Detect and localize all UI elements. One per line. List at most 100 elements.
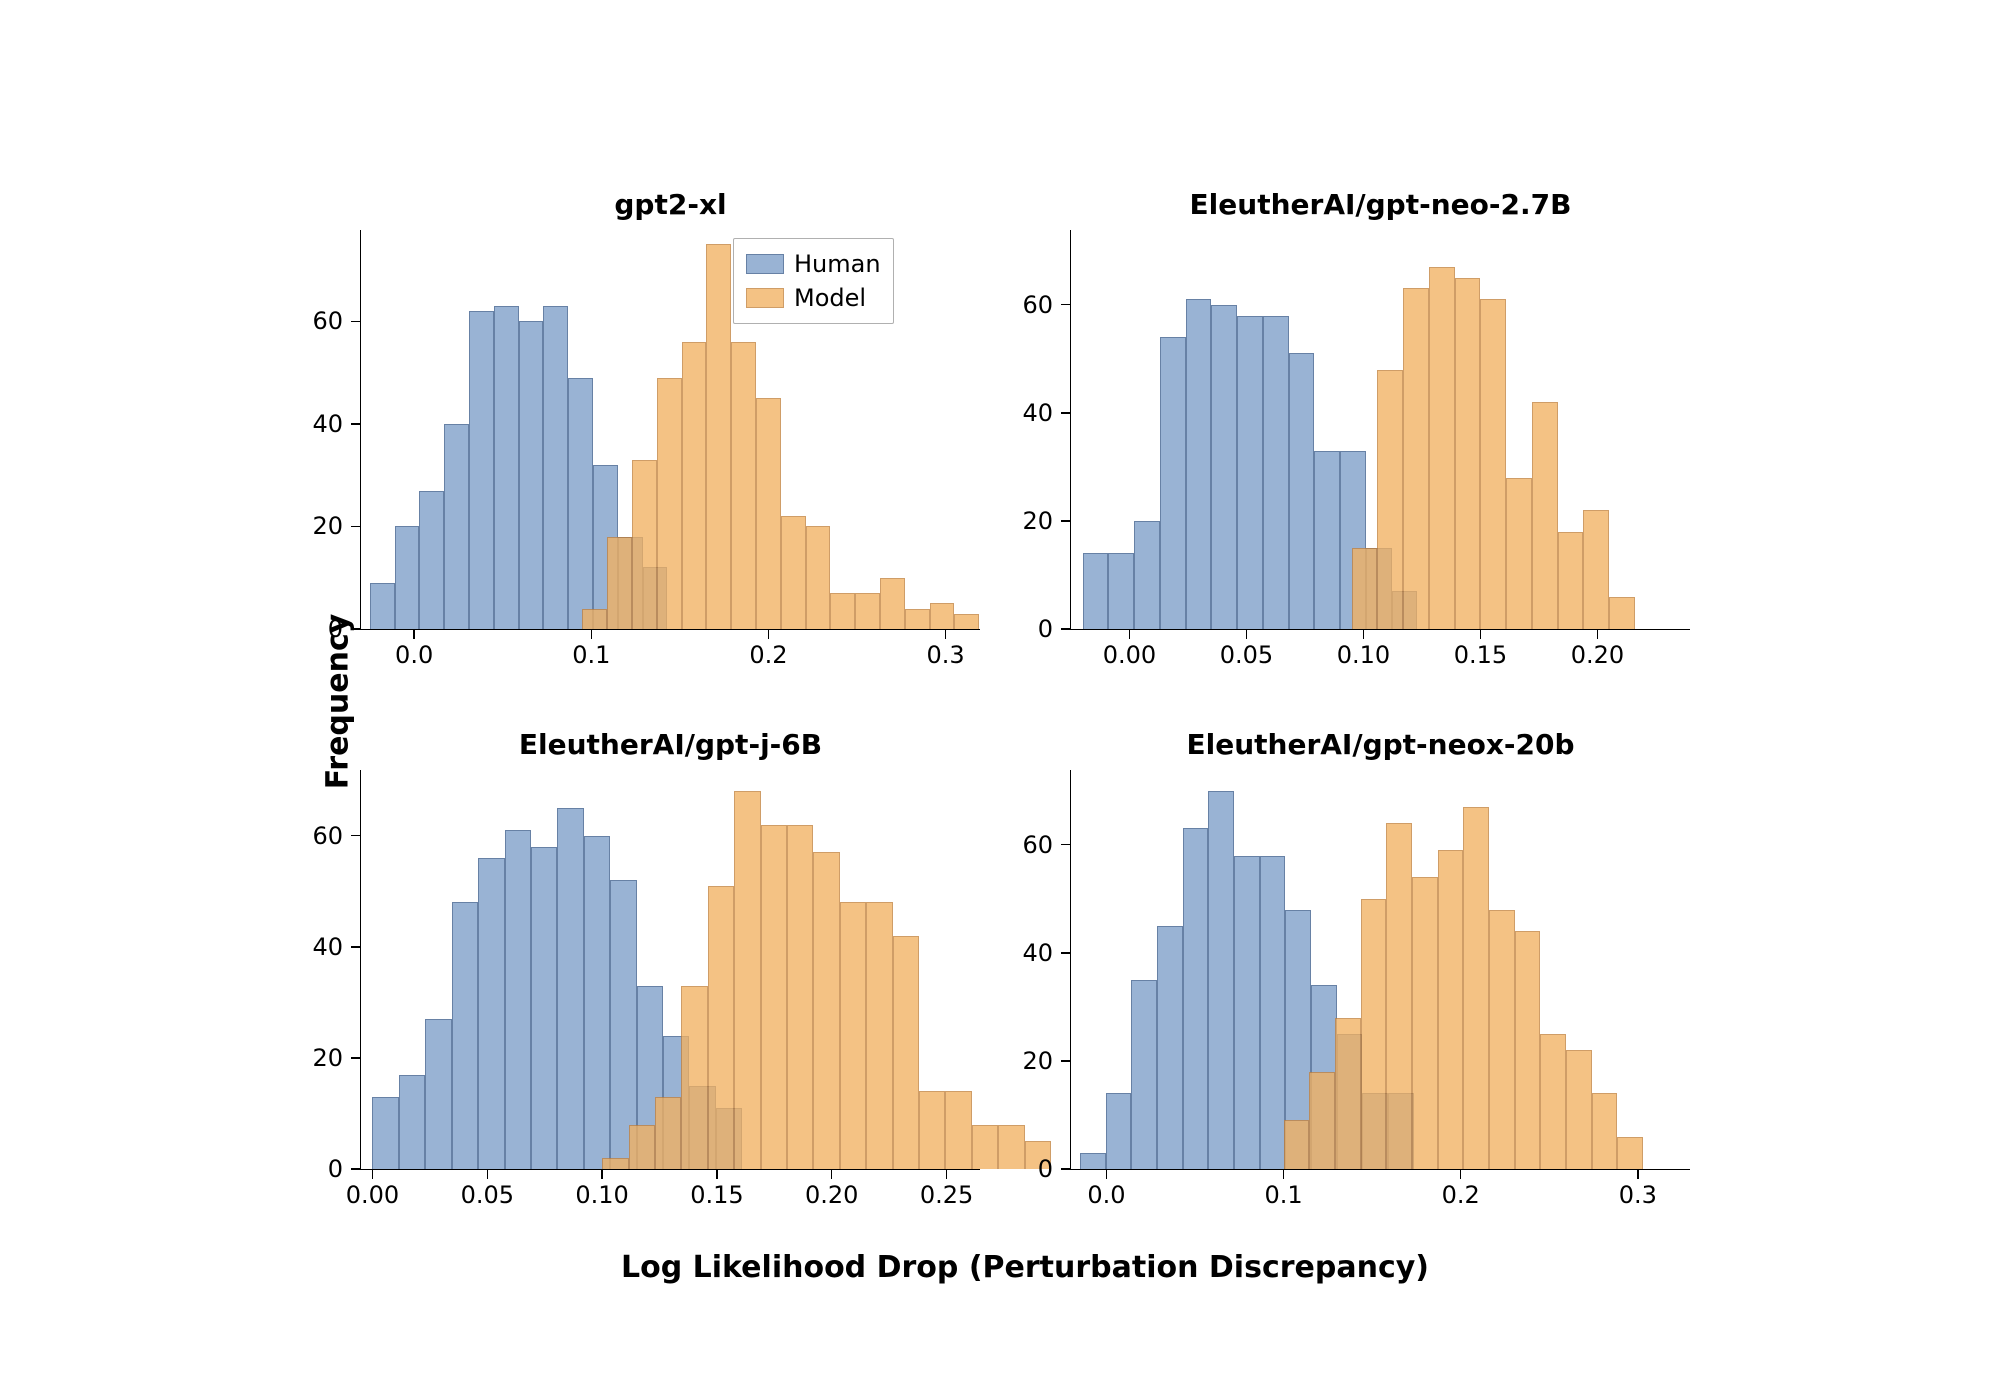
- bar-human: [1211, 305, 1237, 629]
- bar-human: [543, 306, 568, 629]
- bar-human: [444, 424, 469, 629]
- bar-model: [607, 537, 632, 629]
- bar-model: [1540, 1034, 1566, 1169]
- bar-model: [1532, 402, 1558, 629]
- bar-model: [632, 460, 657, 629]
- bar-model: [734, 791, 760, 1169]
- bar-model: [657, 378, 682, 629]
- bar-human: [1106, 1093, 1132, 1169]
- x-tick: [1106, 1169, 1108, 1179]
- bar-human: [1314, 451, 1340, 629]
- bar-model: [1489, 910, 1515, 1169]
- chart-panel: EleutherAI/gpt-j-6B02040600.000.050.100.…: [360, 770, 980, 1170]
- y-tick: [351, 946, 361, 948]
- bar-model: [919, 1091, 945, 1169]
- bar-human: [1131, 980, 1157, 1169]
- panel-title: EleutherAI/gpt-neo-2.7B: [1071, 188, 1690, 221]
- bar-human: [419, 491, 444, 629]
- bar-human: [1263, 316, 1289, 630]
- y-tick-label: 20: [312, 512, 343, 540]
- bar-model: [1515, 931, 1541, 1169]
- bar-model: [1592, 1093, 1618, 1169]
- y-tick: [1061, 1060, 1071, 1062]
- legend-item: Model: [746, 281, 881, 315]
- bar-model: [1429, 267, 1455, 629]
- chart-panel: gpt2-xl02040600.00.10.20.3HumanModel: [360, 230, 980, 630]
- bar-model: [954, 614, 979, 629]
- x-tick-label: 0.05: [1220, 641, 1273, 669]
- bar-human: [557, 808, 583, 1169]
- y-tick-label: 0: [328, 615, 343, 643]
- y-tick: [351, 526, 361, 528]
- y-tick-label: 60: [312, 307, 343, 335]
- x-tick-label: 0.1: [1264, 1181, 1302, 1209]
- bar-model: [1412, 877, 1438, 1169]
- bar-model: [1335, 1018, 1361, 1169]
- bar-model: [866, 902, 892, 1169]
- histogram-bars: [1071, 230, 1690, 629]
- bar-model: [806, 526, 831, 629]
- bar-model: [708, 886, 734, 1169]
- legend-label: Model: [794, 284, 866, 312]
- bar-model: [813, 852, 839, 1169]
- figure: FrequencyLog Likelihood Drop (Perturbati…: [240, 170, 1760, 1230]
- histogram-bars: [1071, 770, 1690, 1169]
- y-tick: [1061, 1168, 1071, 1170]
- x-tick-label: 0.2: [749, 641, 787, 669]
- bar-model: [706, 244, 731, 629]
- bar-human: [1080, 1153, 1106, 1169]
- x-tick-label: 0.15: [690, 1181, 743, 1209]
- bar-model: [1352, 548, 1378, 629]
- x-tick: [831, 1169, 833, 1179]
- y-tick: [1061, 952, 1071, 954]
- bar-model: [787, 825, 813, 1169]
- bar-model: [1506, 478, 1532, 629]
- bar-human: [519, 321, 544, 629]
- bar-human: [1160, 337, 1186, 629]
- y-tick: [351, 423, 361, 425]
- bar-model: [629, 1125, 655, 1169]
- bar-human: [399, 1075, 425, 1169]
- bar-model: [731, 342, 756, 629]
- x-tick: [1129, 629, 1131, 639]
- x-tick-label: 0.3: [926, 641, 964, 669]
- x-tick-label: 0.20: [1571, 641, 1624, 669]
- y-tick: [1061, 844, 1071, 846]
- x-tick: [1246, 629, 1248, 639]
- bar-model: [682, 342, 707, 629]
- y-tick: [351, 321, 361, 323]
- x-tick-label: 0.20: [805, 1181, 858, 1209]
- bar-model: [830, 593, 855, 629]
- bar-model: [1284, 1120, 1310, 1169]
- x-tick-label: 0.0: [395, 641, 433, 669]
- bar-human: [531, 847, 557, 1169]
- panel-title: gpt2-xl: [361, 188, 980, 221]
- bar-model: [893, 936, 919, 1169]
- bar-model: [840, 902, 866, 1169]
- chart-panel: EleutherAI/gpt-neo-2.7B02040600.000.050.…: [1070, 230, 1690, 630]
- bar-human: [1108, 553, 1134, 629]
- legend-label: Human: [794, 250, 881, 278]
- bar-human: [1183, 828, 1209, 1169]
- bar-model: [1377, 370, 1403, 629]
- bar-human: [1083, 553, 1109, 629]
- x-tick: [413, 629, 415, 639]
- x-tick: [768, 629, 770, 639]
- x-tick: [1597, 629, 1599, 639]
- legend-item: Human: [746, 247, 881, 281]
- x-tick-label: 0.0: [1087, 1181, 1125, 1209]
- x-tick-label: 0.1: [572, 641, 610, 669]
- bar-human: [372, 1097, 398, 1169]
- bar-human: [478, 858, 504, 1169]
- bar-model: [1463, 807, 1489, 1169]
- legend-swatch-model: [746, 288, 784, 308]
- bar-human: [494, 306, 519, 629]
- bar-model: [781, 516, 806, 629]
- x-tick-label: 0.00: [346, 1181, 399, 1209]
- bar-model: [972, 1125, 998, 1169]
- x-tick-label: 0.2: [1442, 1181, 1480, 1209]
- x-tick: [372, 1169, 374, 1179]
- bar-model: [1558, 532, 1584, 629]
- x-tick: [601, 1169, 603, 1179]
- bar-model: [1361, 899, 1387, 1169]
